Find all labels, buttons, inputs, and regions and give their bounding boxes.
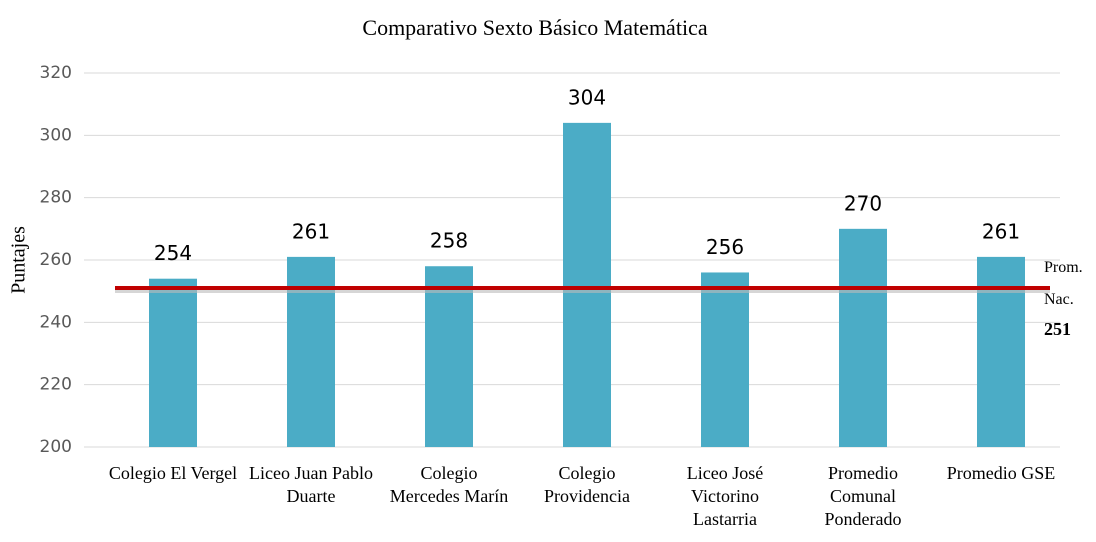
- value-label: 256: [706, 235, 744, 259]
- x-tick-label: Liceo Juan Pablo Duarte: [249, 463, 373, 506]
- bar: [701, 272, 749, 447]
- value-label: 270: [844, 191, 882, 215]
- reference-value: 251: [1044, 319, 1071, 339]
- y-tick-label: 240: [40, 312, 72, 332]
- x-tick-label: Promedio GSE: [946, 463, 1056, 483]
- y-tick-label: 280: [40, 188, 72, 208]
- y-tick-label: 300: [40, 125, 72, 145]
- x-tick-label: Colegio Providencia: [544, 463, 630, 506]
- x-tick-label: Colegio Mercedes Marín: [389, 463, 509, 506]
- y-tick-label: 260: [40, 250, 72, 270]
- y-tick-label: 200: [40, 437, 72, 457]
- y-tick-label: 220: [40, 375, 72, 395]
- bar: [839, 228, 887, 447]
- reference-label: Prom. Nac. 251: [1044, 252, 1094, 342]
- value-label: 258: [430, 229, 468, 253]
- x-tick-label: Promedio Comunal Ponderado: [824, 463, 902, 529]
- y-tick-label: 320: [40, 63, 72, 83]
- chart-title: Comparativo Sexto Básico Matemática: [362, 15, 707, 40]
- x-tick-label: Liceo José Victorino Lastarria: [686, 463, 764, 529]
- value-label: 304: [568, 85, 606, 109]
- bar: [563, 122, 611, 447]
- bar: [977, 256, 1025, 447]
- value-label: 261: [292, 219, 330, 243]
- value-label: 261: [982, 219, 1020, 243]
- x-tick-label: Colegio El Vergel: [108, 463, 238, 483]
- bar: [149, 278, 197, 447]
- reference-name: Prom. Nac.: [1044, 259, 1083, 308]
- bar: [287, 256, 335, 447]
- bar: [425, 266, 473, 447]
- y-axis-label: Puntajes: [8, 226, 30, 294]
- value-label: 254: [154, 241, 192, 265]
